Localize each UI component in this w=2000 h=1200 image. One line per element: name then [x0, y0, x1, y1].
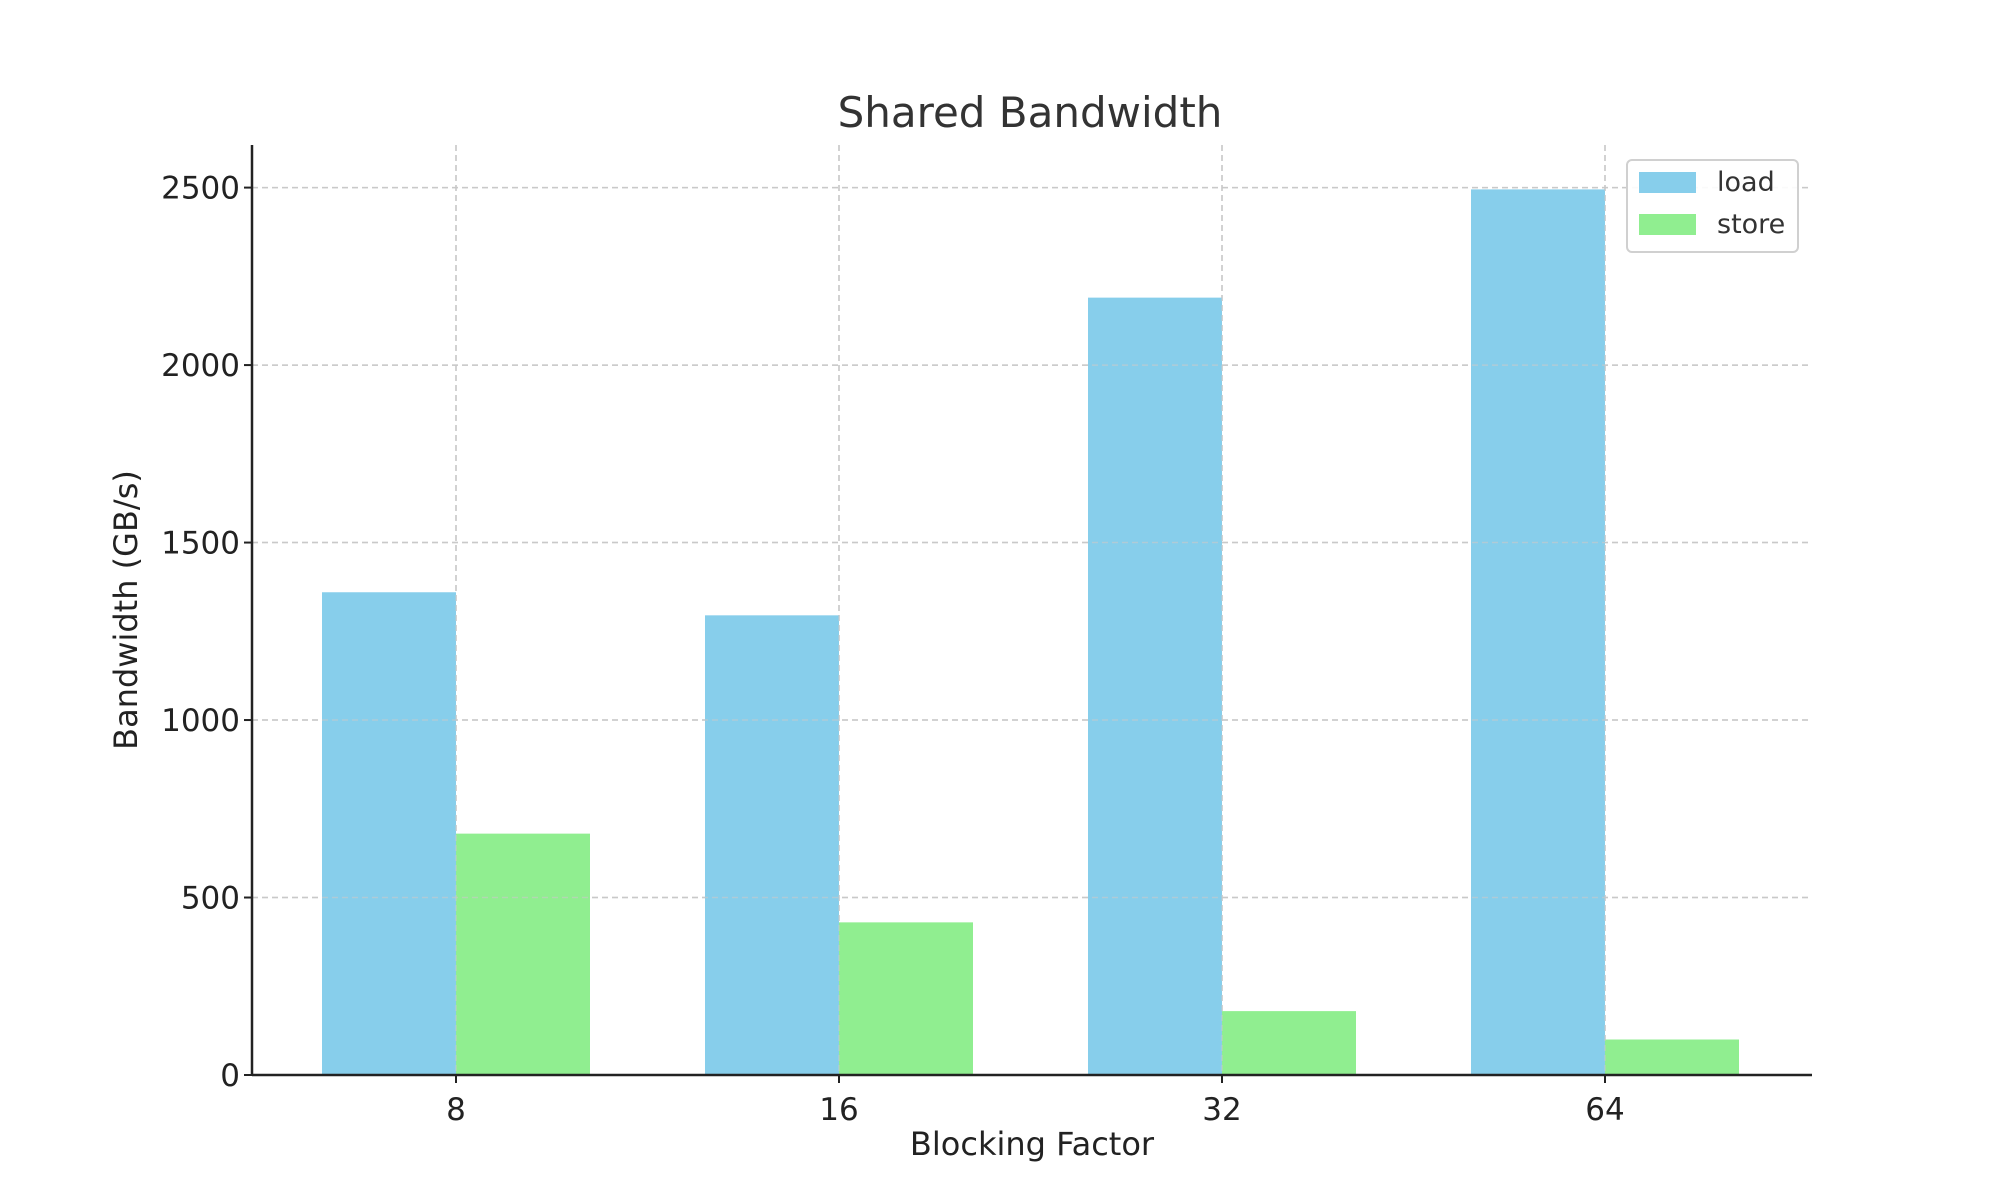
- x-tick-label: 8: [446, 1092, 466, 1128]
- y-tick-label: 1000: [161, 703, 240, 739]
- bar-store: [839, 922, 973, 1075]
- tick-labels: 0 500 1000 1500 2000 2500 8 16 32 64: [161, 171, 1625, 1128]
- bars: [322, 189, 1739, 1076]
- chart-title: Shared Bandwidth: [838, 88, 1223, 137]
- legend-swatch-load: [1639, 172, 1696, 193]
- bar-load: [322, 592, 456, 1075]
- y-axis-label: Bandwidth (GB/s): [107, 470, 145, 750]
- bar-store: [456, 833, 590, 1075]
- legend-swatch-store: [1639, 214, 1696, 235]
- bar-load: [1471, 189, 1605, 1075]
- bar-store: [1222, 1011, 1356, 1075]
- bar-load: [705, 615, 839, 1075]
- legend-label-load: load: [1717, 167, 1775, 198]
- y-tick-label: 1500: [161, 526, 240, 562]
- axes: [250, 145, 1812, 1077]
- legend-label-store: store: [1717, 209, 1785, 240]
- y-tick-label: 2500: [161, 171, 240, 207]
- gridlines-overlay: [252, 145, 1812, 1075]
- bar-load: [1088, 297, 1222, 1076]
- y-tick-label: 2000: [161, 348, 240, 384]
- x-tick-label: 16: [819, 1092, 858, 1128]
- x-tick-label: 64: [1585, 1092, 1624, 1128]
- bar-store: [1605, 1039, 1739, 1075]
- x-axis-label: Blocking Factor: [910, 1125, 1155, 1163]
- x-tick-label: 32: [1202, 1092, 1241, 1128]
- y-tick-label: 500: [181, 881, 240, 917]
- y-tick-label: 0: [220, 1058, 240, 1094]
- legend: load store: [1626, 159, 1799, 253]
